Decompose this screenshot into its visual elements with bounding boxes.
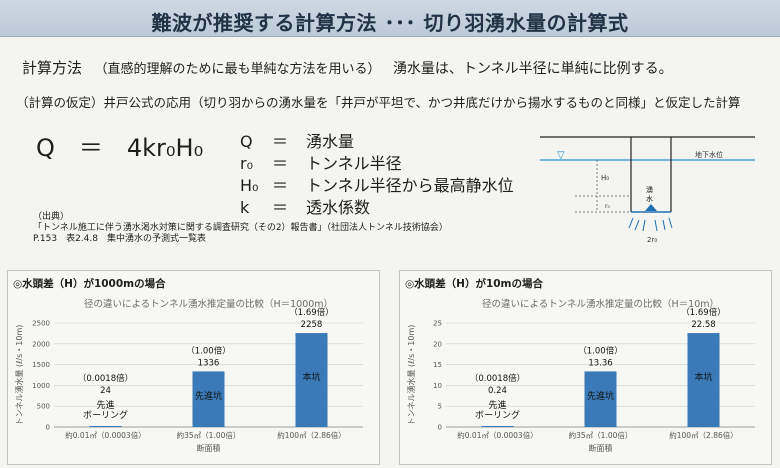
groundwater-label: 地下水位 — [695, 150, 723, 159]
bar-chart: 径の違いによるトンネル湧水推定量の比較（H＝1000m） 0 500 1000 1500… — [14, 298, 363, 453]
definition-row: k ＝ 透水係数 — [240, 194, 514, 217]
bar — [192, 371, 225, 427]
definition-meaning: 透水係数 — [306, 198, 371, 217]
definition-symbol: r₀ — [240, 154, 253, 173]
definition-symbol: H₀ — [240, 176, 259, 195]
source-line-1: 「トンネル施工に伴う湧水渇水対策に関する調査研究（その2）報告書」（社団法人トン… — [33, 223, 448, 233]
page-title: 難波が推奨する計算方法 ･･･ 切り羽湧水量の計算式 — [151, 11, 629, 35]
bar-label: 先進 — [96, 399, 114, 411]
tunnel-diagram: ▽ 地下水位 H₀ r₀ 湧 水 2r₀ — [540, 136, 755, 244]
method-note: （直感的理解のために最も単純な方法を用いる） — [94, 62, 381, 77]
y-axis-title: トンネル湧水量 (ℓ/s・10m) — [14, 325, 24, 426]
method-line: 計算方法 （直感的理解のために最も単純な方法を用いる） 湧水量は、トンネル半径に… — [22, 57, 673, 78]
definition-equals: ＝ — [272, 132, 289, 151]
value-label: 1336 — [198, 358, 220, 368]
bar-label: 本坑 — [302, 371, 320, 383]
inflow-arrows-icon — [628, 217, 673, 232]
ratio-label: （1.69倍） — [289, 307, 333, 318]
definition-row: r₀ ＝ トンネル半径 — [240, 150, 514, 173]
ratio-label: （0.0018倍） — [470, 373, 525, 384]
x-tick-label: 約35㎡（1.00倍） — [177, 430, 241, 440]
chart-content: 径の違いによるトンネル湧水推定量の比較（H＝10m） 0 5 10 15 20 25 トンネル… — [406, 298, 755, 453]
value-label: 22.58 — [691, 320, 715, 330]
y-tick-label: 500 — [37, 403, 50, 411]
y-axis-title: トンネル湧水量 (ℓ/s・10m) — [406, 325, 416, 426]
panel-heading: ◎水頭差（H）が10mの場合 — [405, 278, 544, 290]
method-lead: 計算方法 — [22, 59, 83, 77]
definition-equals: ＝ — [272, 198, 289, 217]
x-tick-label: 約35㎡（1.00倍） — [569, 430, 633, 440]
y-tick-label: 10 — [433, 382, 442, 390]
source-citation: （出典） 「トンネル施工に伴う湧水渇水対策に関する調査研究（その2）報告書」（社… — [33, 212, 448, 245]
x-tick-label: 約0.01㎡（0.0003倍） — [65, 430, 145, 440]
chart-panel-h10: ◎水頭差（H）が10mの場合 径の違いによるトンネル湧水推定量の比較（H＝10m… — [399, 270, 772, 465]
value-label: 0.24 — [488, 386, 507, 396]
definition-meaning: トンネル半径から最高静水位 — [306, 176, 514, 195]
value-label: 24 — [100, 386, 111, 396]
definition-equals: ＝ — [272, 176, 289, 195]
bar-label: 先進 — [488, 399, 506, 411]
chart-panel-h1000: ◎水頭差（H）が1000mの場合 径の違いによるトンネル湧水推定量の比較（H＝1… — [7, 270, 380, 465]
bar-label: 本坑 — [694, 371, 712, 383]
definition-meaning: 湧水量 — [306, 132, 355, 151]
chart-title: 径の違いによるトンネル湧水推定量の比較（H＝1000m） — [84, 298, 333, 310]
source-label: （出典） — [33, 212, 70, 222]
y-tick-label: 0 — [438, 424, 442, 432]
method-text: 湧水量は、トンネル半径に単純に比例する。 — [392, 61, 673, 77]
ratio-label: （1.69倍） — [681, 307, 725, 318]
y-tick-label: 2500 — [32, 320, 50, 328]
bar-label: ボーリング — [475, 409, 520, 421]
y-tick-label: 20 — [433, 340, 442, 348]
chart-title: 径の違いによるトンネル湧水推定量の比較（H＝10m） — [482, 298, 719, 310]
source-line-2: P.153 表2.4.8 集中湧水の予測式一覧表 — [33, 234, 206, 244]
spring-marker-icon — [645, 204, 657, 211]
bar — [89, 426, 122, 427]
chart-content: 径の違いによるトンネル湧水推定量の比較（H＝1000m） 0 500 1000 1500… — [14, 298, 363, 453]
x-tick-label: 約100㎡（2.86倍） — [277, 430, 346, 440]
y-tick-label: 2000 — [32, 340, 50, 348]
title-banner: 難波が推奨する計算方法 ･･･ 切り羽湧水量の計算式 — [0, 0, 780, 37]
assumption-line: （計算の仮定）井戸公式の応用（切り羽からの湧水量を「井戸が平坦で、かつ井底だけか… — [16, 95, 741, 110]
bar — [687, 333, 720, 427]
definition-row: Q ＝ 湧水量 — [240, 128, 514, 151]
definition-equals: ＝ — [272, 154, 289, 173]
width-label: 2r₀ — [647, 236, 657, 244]
bar — [295, 333, 328, 427]
formula-definitions: Q ＝ 湧水量 r₀ ＝ トンネル半径 H₀ ＝ トンネル半径から最高静水位 k ＝ 透水係数 — [240, 128, 514, 217]
y-tick-label: 0 — [46, 424, 50, 432]
ratio-label: （0.0018倍） — [78, 373, 133, 384]
definition-meaning: トンネル半径 — [306, 154, 402, 173]
definition-symbol: Q — [240, 132, 253, 151]
y-tick-label: 1500 — [32, 361, 50, 369]
bar-label: 先進坑 — [195, 390, 222, 402]
panel-heading: ◎水頭差（H）が1000mの場合 — [13, 278, 166, 290]
value-label: 13.36 — [588, 358, 612, 368]
bar — [584, 371, 617, 427]
y-tick-label: 15 — [433, 361, 442, 369]
water-level-symbol: ▽ — [557, 150, 565, 161]
definition-row: H₀ ＝ トンネル半径から最高静水位 — [240, 172, 514, 195]
value-label: 2258 — [301, 320, 323, 330]
bar-label: ボーリング — [83, 409, 128, 421]
y-tick-label: 25 — [433, 320, 442, 328]
h-label: H₀ — [601, 174, 609, 182]
y-tick-label: 5 — [438, 403, 442, 411]
y-tick-label: 1000 — [32, 382, 50, 390]
x-axis-title: 断面積 — [197, 443, 221, 453]
x-tick-label: 約100㎡（2.86倍） — [669, 430, 738, 440]
ratio-label: （1.00倍） — [186, 345, 230, 356]
definition-symbol: k — [240, 198, 250, 217]
spring-label: 湧 — [646, 185, 653, 194]
bar-chart: 径の違いによるトンネル湧水推定量の比較（H＝10m） 0 5 10 15 20 25 トンネル… — [406, 298, 755, 453]
spring-label: 水 — [646, 194, 653, 203]
bar-label: 先進坑 — [587, 390, 614, 402]
r-label: r₀ — [605, 203, 610, 210]
x-tick-label: 約0.01㎡（0.0003倍） — [457, 430, 537, 440]
x-axis-title: 断面積 — [589, 443, 613, 453]
formula-equation: Q ＝ 4kr₀H₀ — [36, 134, 204, 162]
ratio-label: （1.00倍） — [578, 345, 622, 356]
bar — [481, 426, 514, 427]
